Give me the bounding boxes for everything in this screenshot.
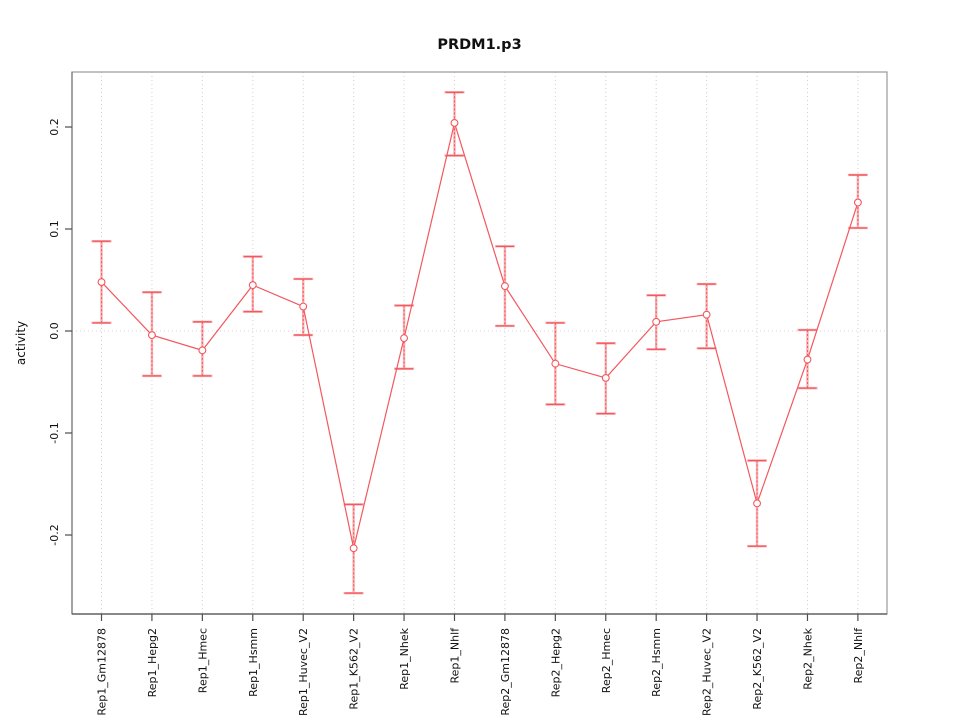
data-point xyxy=(601,373,610,382)
axes-layer: 0.2 0.1 0.0 -0.1 -0.2 Rep1_Gm12878 Rep1_Hepg2 R… xyxy=(48,118,865,716)
data-point xyxy=(551,359,560,368)
data-point xyxy=(500,282,509,291)
data-point xyxy=(803,355,812,364)
x-tick-label: Rep1_Huvec_V2 xyxy=(297,628,310,716)
x-tick-label: Rep1_Hsmm xyxy=(247,628,260,697)
data-point xyxy=(853,198,862,207)
x-tick-label: Rep2_Hsmm xyxy=(650,628,663,697)
x-tick-label: Rep2_Huvec_V2 xyxy=(701,628,714,716)
x-tick-label: Rep2_K562_V2 xyxy=(751,628,764,710)
x-tick-label: Rep1_Nhlf xyxy=(448,627,461,684)
plot-frame-layer xyxy=(71,71,888,615)
data-point xyxy=(450,118,459,127)
data-point xyxy=(299,302,308,311)
chart-title: PRDM1.p3 xyxy=(437,37,521,53)
data-point xyxy=(652,317,661,326)
x-tick-label: Rep2_Nhlf xyxy=(852,627,865,684)
x-tick-label: Rep1_Hepg2 xyxy=(146,628,159,697)
y-axis-label: activity xyxy=(14,321,28,365)
error-bar xyxy=(696,282,717,350)
y-tick-label: 0.0 xyxy=(48,322,61,340)
x-tick-label: Rep1_Nhek xyxy=(398,627,411,689)
data-point xyxy=(198,346,207,355)
y-tick-label: -0.1 xyxy=(48,422,61,443)
x-tick-label: Rep2_Gm12878 xyxy=(499,628,512,716)
gridlines-layer xyxy=(72,72,887,614)
x-tick-label: Rep1_K562_V2 xyxy=(348,628,361,710)
x-tick-label: Rep1_Hmec xyxy=(196,628,209,693)
series-line xyxy=(101,120,859,549)
x-tick-label: Rep2_Hmec xyxy=(600,628,613,693)
data-point xyxy=(400,334,409,343)
y-tick-label: 0.2 xyxy=(48,118,61,136)
error-bar xyxy=(394,304,415,370)
data-point xyxy=(97,278,106,286)
data-point xyxy=(702,310,711,319)
x-tick-label: Rep2_Nhek xyxy=(801,627,814,689)
data-point xyxy=(147,331,156,340)
x-tick-label: Rep1_Gm12878 xyxy=(96,628,109,716)
data-layer xyxy=(91,91,868,595)
data-point xyxy=(248,281,257,290)
error-bar xyxy=(646,294,667,351)
plot-box xyxy=(71,71,888,615)
x-tick-label: Rep2_Hepg2 xyxy=(549,628,562,697)
y-tick-label: 0.1 xyxy=(48,220,61,238)
data-point xyxy=(349,544,358,553)
y-tick-label: -0.2 xyxy=(48,524,61,545)
data-point xyxy=(753,499,761,508)
